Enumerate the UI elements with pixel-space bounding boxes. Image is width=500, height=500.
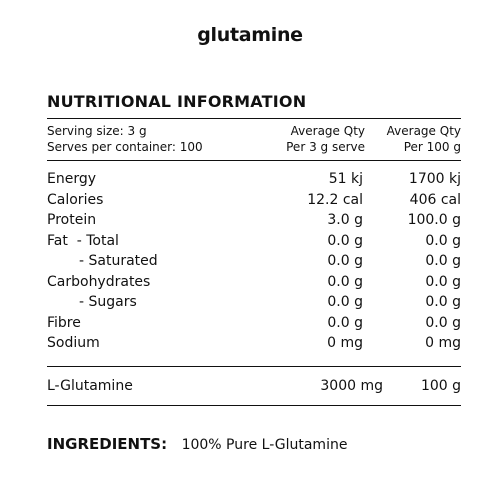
nutrient-value-per-100g: 100.0 g: [407, 212, 461, 228]
nutrient-value-per-serve: 0.0 g: [327, 314, 363, 331]
nutrient-value-per-serve: 0.0 g: [327, 294, 363, 310]
column-header-per-100g-line1: Average Qty: [386, 124, 461, 138]
column-header-per-100g-line2: Per 100 g: [403, 140, 461, 154]
nutrient-value-per-serve: 0.0 g: [327, 253, 363, 269]
column-header-per-serve-line1: Average Qty: [290, 124, 365, 138]
nutrient-row-calories: Calories 12.2 cal 406 cal: [47, 190, 461, 211]
nutrient-value-per-serve: 3.0 g: [327, 212, 363, 228]
nutrient-row-protein: Protein 3.0 g 100.0 g: [47, 210, 461, 231]
table-divider-lower: [47, 365, 461, 367]
nutrient-name: Carbohydrates: [47, 273, 151, 290]
nutrient-value-per-100g: 1700 kj: [408, 171, 461, 187]
nutrition-heading: NUTRITIONAL INFORMATION: [47, 92, 307, 111]
ingredients-label: INGREDIENTS:: [47, 434, 168, 453]
serving-info: Serving size: 3 g Serves per container: …: [47, 123, 265, 155]
nutrient-value-per-100g: 406 cal: [409, 191, 461, 208]
nutrient-value-per-serve: 0.0 g: [327, 273, 363, 290]
nutrient-name: Fibre: [47, 314, 81, 331]
nutrient-value-per-100g: 0.0 g: [425, 232, 461, 249]
nutrient-row-l-glutamine: L-Glutamine 3000 mg 100 g: [47, 375, 461, 397]
nutrient-value-per-100g: 0.0 g: [425, 314, 461, 331]
ingredients-line: INGREDIENTS: 100% Pure L-Glutamine: [47, 434, 461, 455]
nutrient-value-per-100g: 0.0 g: [425, 273, 461, 290]
serving-size: Serving size: 3 g: [47, 124, 147, 138]
product-title: glutamine: [197, 24, 303, 46]
nutrient-row-sodium: Sodium 0 mg 0 mg: [47, 333, 461, 354]
serving-block: Serving size: 3 g Serves per container: …: [47, 123, 461, 155]
nutrient-name: Energy: [47, 171, 97, 187]
nutrient-row-carbohydrates: Carbohydrates 0.0 g 0.0 g: [47, 272, 461, 293]
serves-per-container: Serves per container: 100: [47, 140, 203, 154]
nutrient-name: Calories: [47, 191, 104, 208]
nutrient-value-per-serve: 51 kj: [328, 171, 363, 187]
column-header-per-serve: Average Qty Per 3 g serve: [265, 123, 365, 155]
nutrient-value-per-100g: 0.0 g: [425, 253, 461, 269]
nutrient-value-per-100g: 100 g: [420, 377, 461, 394]
nutrient-value-per-100g: 0.0 g: [425, 294, 461, 310]
nutrient-table: Energy 51 kj 1700 kj Calories 12.2 cal 4…: [47, 169, 461, 354]
heading-divider: [47, 118, 461, 119]
nutrient-value-per-serve: 0.0 g: [327, 232, 363, 249]
nutrient-name: Protein: [47, 212, 97, 228]
nutrient-name: Sodium: [47, 335, 100, 351]
nutrient-row-sugars: - Sugars 0.0 g 0.0 g: [47, 292, 461, 313]
nutrient-name: - Saturated: [79, 253, 158, 269]
table-divider-bottom: [47, 404, 461, 406]
nutrient-name: L-Glutamine: [47, 377, 133, 394]
nutrient-row-energy: Energy 51 kj 1700 kj: [47, 169, 461, 190]
nutrient-value-per-serve: 0 mg: [327, 335, 363, 351]
nutrient-name: - Sugars: [79, 294, 137, 310]
column-header-per-100g: Average Qty Per 100 g: [365, 123, 461, 155]
nutrition-panel: NUTRITIONAL INFORMATION Serving size: 3 …: [47, 90, 461, 455]
column-header-per-serve-line2: Per 3 g serve: [286, 140, 365, 154]
nutrient-value-per-serve: 12.2 cal: [307, 191, 363, 208]
nutrient-name: Fat - Total: [47, 232, 119, 249]
nutrient-row-fibre: Fibre 0.0 g 0.0 g: [47, 313, 461, 334]
nutrient-value-per-serve: 3000 mg: [320, 377, 383, 394]
nutrient-row-fat-total: Fat - Total 0.0 g 0.0 g: [47, 231, 461, 252]
nutrient-value-per-100g: 0 mg: [425, 335, 461, 351]
nutrient-row-saturated: - Saturated 0.0 g 0.0 g: [47, 251, 461, 272]
ingredients-text: 100% Pure L-Glutamine: [181, 436, 348, 453]
table-divider: [47, 160, 461, 161]
